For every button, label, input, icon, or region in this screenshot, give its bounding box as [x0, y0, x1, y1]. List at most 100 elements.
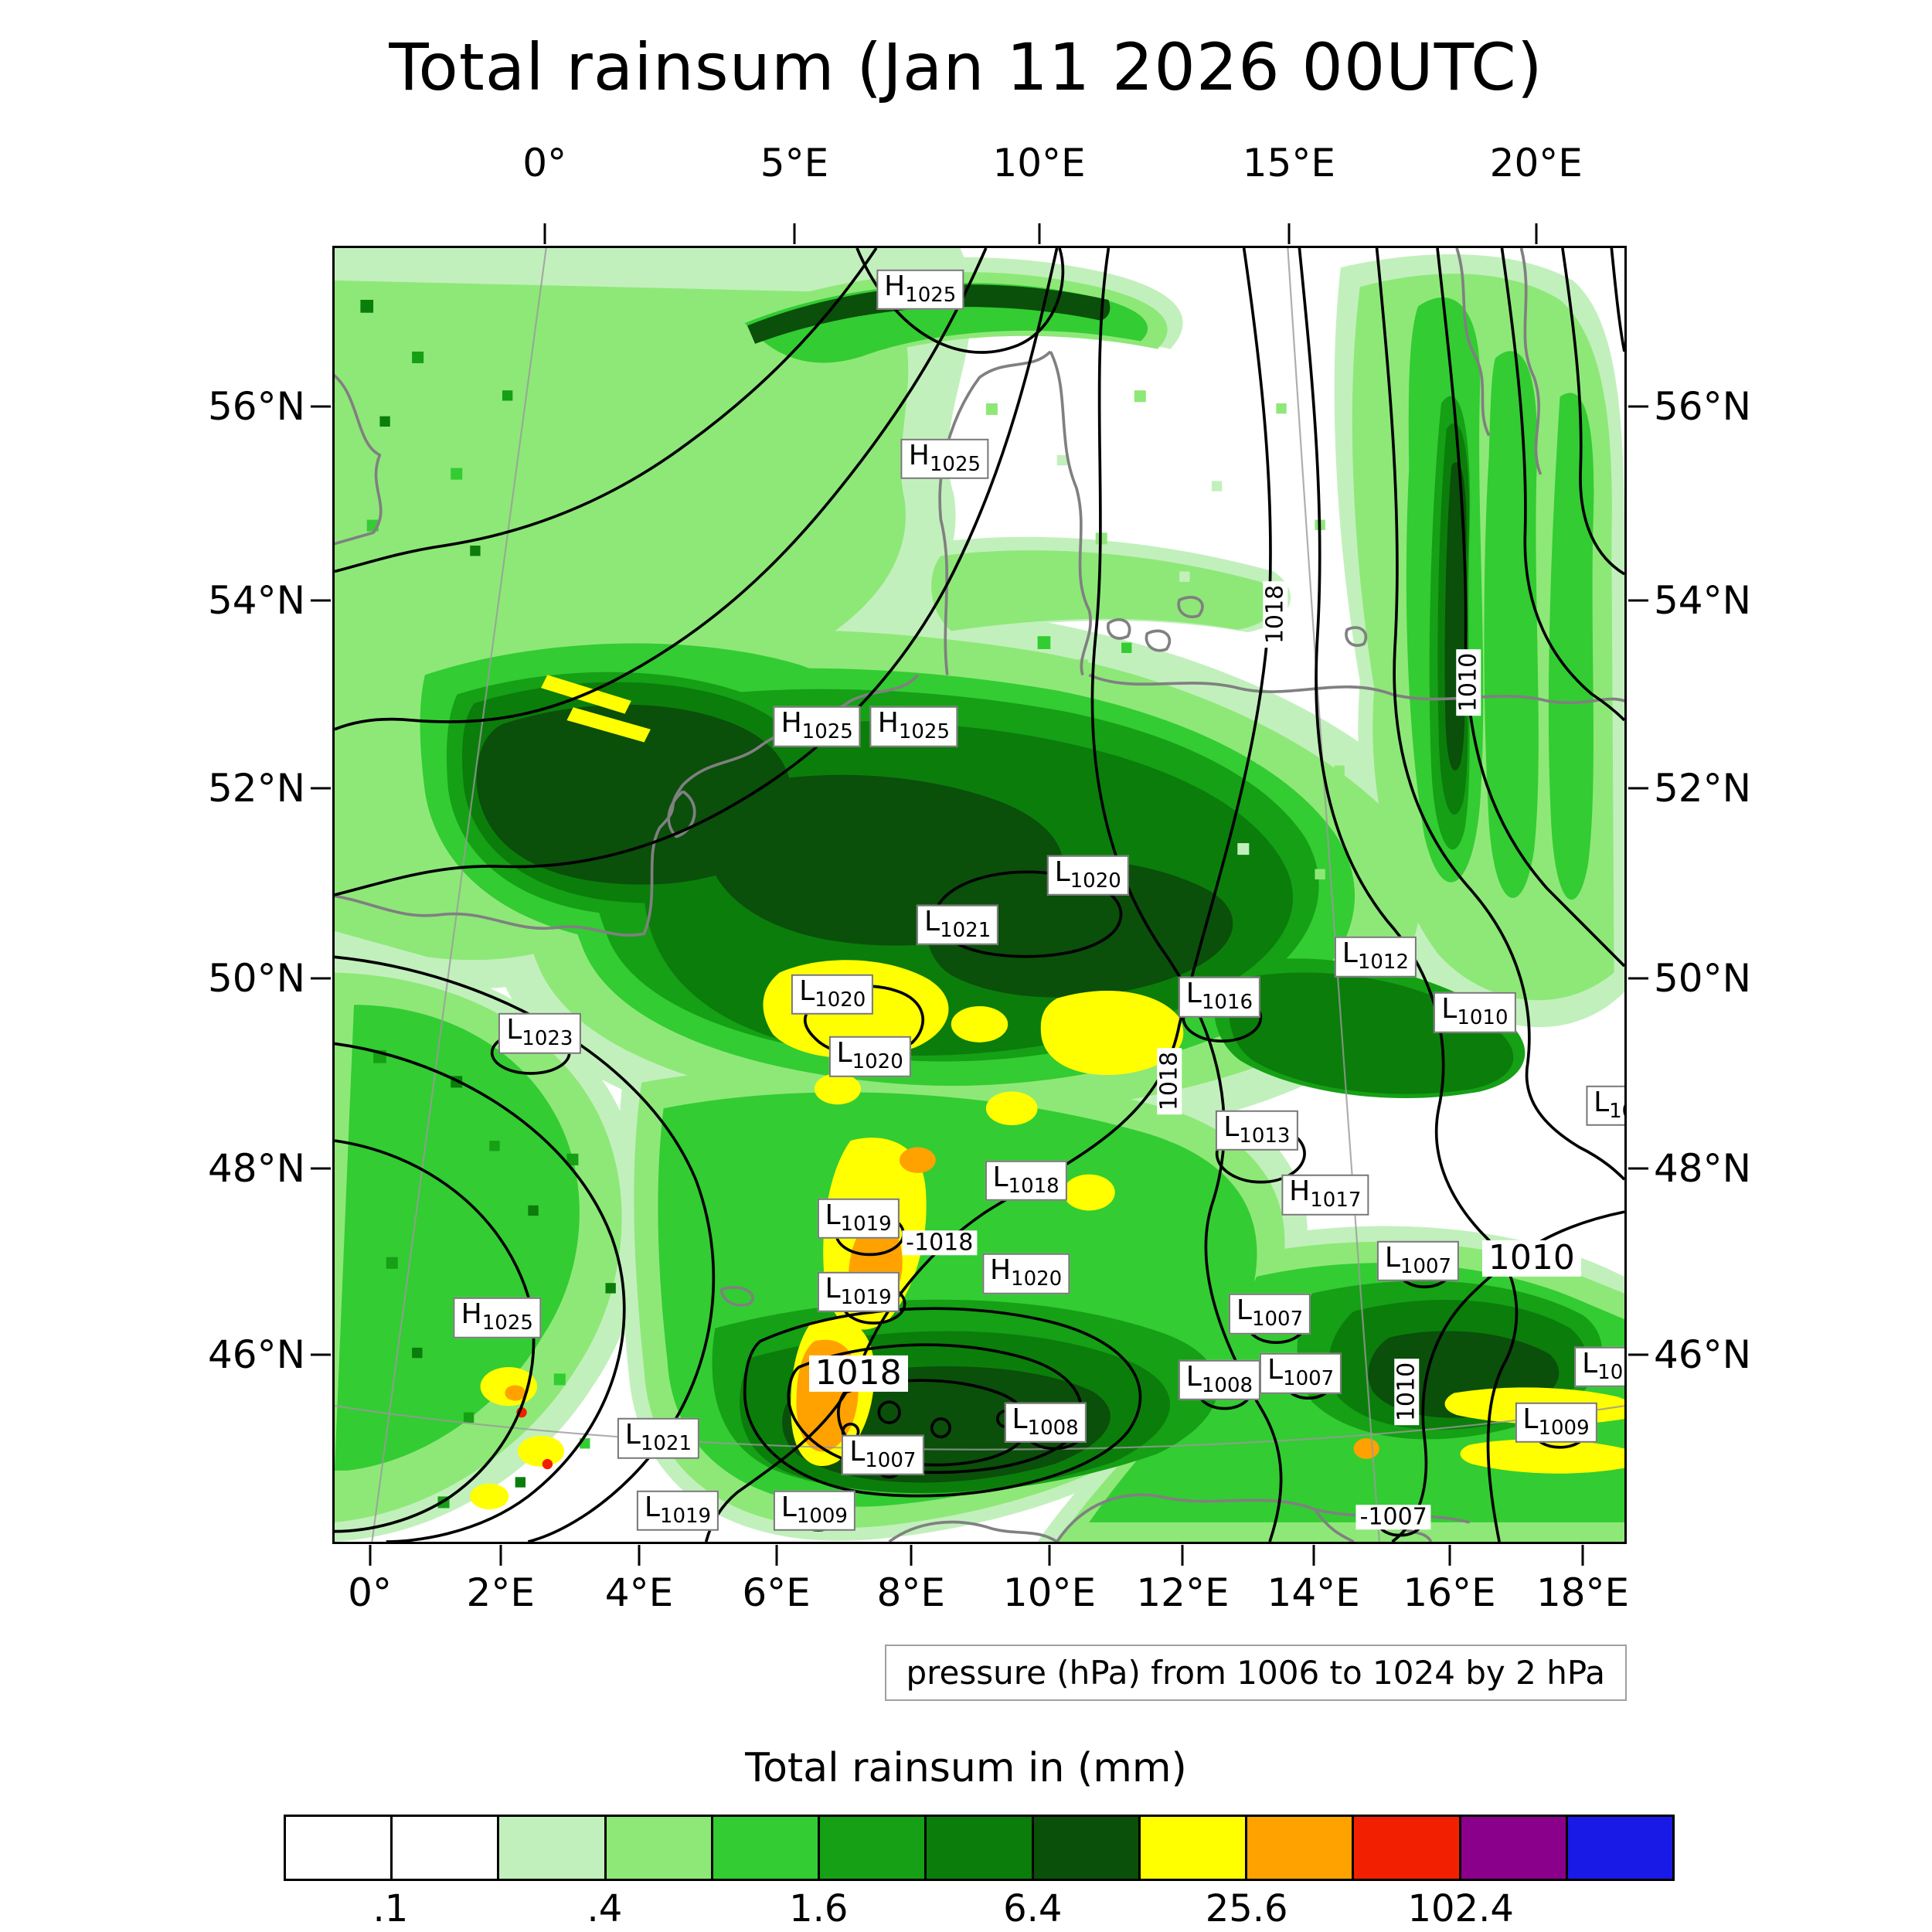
top-axis-ticks [332, 223, 1627, 244]
top-axis-tick [1287, 223, 1291, 244]
bottom-axis-tick [1312, 1545, 1315, 1566]
low-pressure-label: L1019 [817, 1271, 900, 1313]
pressure-letter: L [849, 1435, 866, 1468]
right-axis-label: 46°N [1654, 1332, 1752, 1377]
right-axis-label: 50°N [1654, 955, 1752, 1001]
pressure-value: 1019 [840, 1285, 892, 1309]
colorbar-cell [286, 1817, 393, 1879]
low-pressure-label: L1018 [985, 1160, 1067, 1202]
right-axis-tick [1628, 405, 1648, 408]
bottom-axis-label: 16°E [1403, 1570, 1496, 1615]
top-axis-label: 0° [522, 141, 567, 185]
bottom-axis-label: 18°E [1536, 1570, 1630, 1615]
pressure-letter: L [1012, 1403, 1028, 1435]
bottom-axis-tick [1048, 1545, 1051, 1566]
pressure-letter: H [461, 1298, 482, 1331]
pressure-letter: L [506, 1013, 522, 1046]
left-axis-label: 48°N [207, 1146, 305, 1192]
graticule [335, 248, 1624, 1542]
low-pressure-label: L1019 [817, 1198, 900, 1239]
colorbar-cell [1461, 1817, 1568, 1879]
pressure-value: 1008 [1201, 1373, 1253, 1397]
right-axis-tick [1628, 1167, 1648, 1170]
low-pressure-label: L1019 [636, 1490, 719, 1532]
pressure-letter: H [781, 707, 802, 740]
pressure-value: 10 [1609, 1099, 1624, 1123]
low-pressure-label: L1008 [1004, 1402, 1087, 1444]
pressure-letter: L [644, 1491, 660, 1523]
bottom-axis-label: 4°E [604, 1570, 674, 1615]
top-axis-label: 15°E [1242, 141, 1335, 185]
low-pressure-label: L1010 [1434, 992, 1516, 1033]
colorbar-cell [393, 1817, 500, 1879]
right-axis: 56°N 54°N 52°N 50°N 48°N 46°N [1654, 246, 1843, 1544]
pressure-value: 1007 [1251, 1308, 1304, 1332]
contour-inline-label: -1018 [902, 1231, 978, 1256]
colorbar-cell [1247, 1817, 1355, 1879]
left-axis-label: 46°N [207, 1332, 305, 1377]
pressure-letter: H [908, 439, 930, 471]
colorbar-tick-label: 1.6 [789, 1887, 849, 1930]
low-pressure-label: L1023 [498, 1012, 581, 1054]
pressure-letter: L [1054, 855, 1070, 888]
right-axis-label: 48°N [1654, 1146, 1752, 1192]
pressure-letter: H [884, 270, 906, 302]
colorbar-tick-labels: .1 .4 1.6 6.4 25.6 102.4 [284, 1887, 1675, 1930]
low-pressure-label: L1007 [1376, 1240, 1460, 1281]
pressure-value: 1007 [1283, 1367, 1335, 1391]
pressure-letter: L [781, 1491, 797, 1523]
pressure-value: 1021 [940, 918, 992, 942]
pressure-letter: L [1594, 1086, 1610, 1118]
right-axis-label: 54°N [1654, 577, 1752, 623]
contour-inline-label: 1010 [1454, 649, 1481, 716]
top-axis-label: 20°E [1489, 141, 1583, 185]
pressure-value: 1016 [1201, 991, 1253, 1015]
bottom-axis-label: 10°E [1002, 1570, 1097, 1615]
high-pressure-label: H1017 [1281, 1175, 1369, 1216]
colorbar [284, 1815, 1675, 1881]
pressure-letter: L [1267, 1354, 1284, 1386]
pressure-value: 1021 [640, 1432, 692, 1456]
right-axis-tick [1628, 977, 1648, 980]
top-axis-label: 10°E [992, 141, 1086, 185]
pressure-letter: L [1522, 1403, 1539, 1435]
pressure-value: 1018 [1008, 1174, 1060, 1198]
pressure-value: 1013 [1239, 1124, 1291, 1148]
pressure-value: 1012 [1357, 951, 1409, 975]
low-pressure-label: L100 [1574, 1346, 1624, 1388]
pressure-letter: L [825, 1199, 841, 1231]
bottom-axis-tick [1448, 1545, 1451, 1566]
right-axis-ticks [1628, 246, 1648, 1544]
pressure-letter: L [1582, 1347, 1598, 1379]
low-pressure-label: L1009 [1515, 1402, 1597, 1444]
bottom-axis-tick [910, 1545, 913, 1566]
pressure-letter: L [1441, 993, 1458, 1026]
bottom-axis: 0° 2°E 4°E 6°E 8°E 10°E 12°E 14°E 16°E 18°E [332, 1570, 1630, 1615]
pressure-value: 1010 [1457, 1006, 1509, 1030]
weather-map: H1025 H1025 H1025 H1025 1018 1010 L1020 L1021 L1… [332, 246, 1627, 1544]
pressure-letter: L [924, 905, 940, 937]
high-pressure-label: H1025 [876, 269, 964, 310]
low-pressure-label: L1020 [828, 1036, 911, 1077]
low-pressure-label: L1007 [1228, 1294, 1311, 1335]
right-axis-tick [1628, 1353, 1648, 1356]
pressure-letter: L [1342, 937, 1358, 970]
top-axis-label: 5°E [760, 141, 829, 185]
pressure-value: 1008 [1027, 1416, 1079, 1440]
right-axis-label: 52°N [1654, 766, 1752, 811]
bottom-axis-tick [499, 1545, 502, 1566]
rain-verydark-layer [476, 284, 1560, 1483]
low-pressure-label: L1021 [917, 904, 999, 945]
contour-inline-label: 1018 [1155, 1047, 1182, 1115]
low-pressure-label: L1007 [842, 1434, 924, 1476]
bottom-axis-label: 0° [348, 1570, 392, 1615]
pressure-value: 1025 [929, 452, 981, 476]
pressure-value: 1023 [522, 1027, 573, 1051]
colorbar-cell [1567, 1817, 1673, 1879]
pressure-letter: L [624, 1418, 641, 1451]
top-axis: 0° 5°E 10°E 15°E 20°E [332, 141, 1627, 185]
colorbar-tick-label: .4 [587, 1887, 623, 1930]
pressure-letter: L [825, 1272, 841, 1304]
right-axis-tick [1628, 787, 1648, 790]
top-axis-tick [543, 223, 546, 244]
